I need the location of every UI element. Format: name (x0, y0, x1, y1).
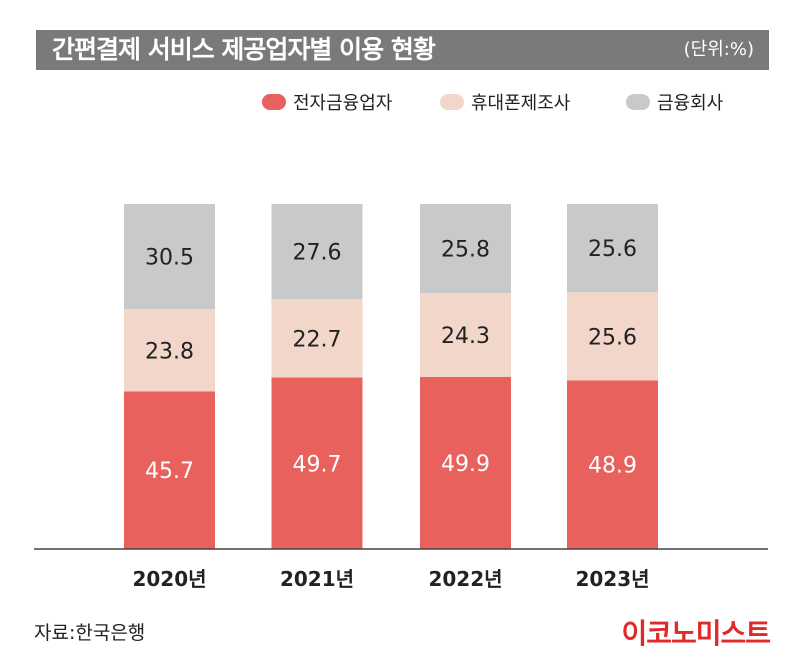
bar-segment (124, 309, 215, 392)
data-label: 25.6 (588, 325, 637, 350)
bar-segment (271, 377, 363, 549)
data-label: 25.8 (441, 238, 490, 263)
unit-label: (단위:%) (683, 39, 754, 60)
bar-segment (420, 204, 511, 294)
data-label: 22.7 (293, 327, 342, 352)
x-tick-label: 2022년 (428, 567, 502, 591)
data-label: 23.8 (145, 339, 194, 364)
title-bar (36, 30, 769, 70)
legend-label: 휴대폰제조사 (471, 93, 571, 114)
data-label: 27.6 (293, 241, 342, 266)
bar-segment (567, 380, 658, 549)
data-label: 30.5 (145, 246, 194, 271)
legend-swatch (440, 94, 464, 110)
bar-segment (420, 293, 511, 377)
data-label: 25.6 (588, 237, 637, 262)
legend-item-electronic-finance: 전자금융업자 (262, 90, 392, 114)
bar-segment (420, 376, 511, 549)
legend-label: 전자금융업자 (293, 93, 393, 114)
data-label: 48.9 (588, 454, 637, 479)
data-label: 45.7 (145, 459, 194, 484)
bar-segment (567, 292, 658, 381)
bar-segment (124, 391, 215, 549)
x-tick-label: 2020년 (132, 567, 206, 591)
data-label: 49.7 (293, 452, 342, 477)
legend-item-phone-maker: 휴대폰제조사 (440, 90, 570, 114)
legend-item-financial-company: 금융회사 (626, 90, 723, 114)
bar-segment (271, 204, 363, 300)
bar-segment (567, 204, 658, 293)
bar-segment (124, 204, 215, 310)
bar-segment (271, 299, 363, 378)
legend-label: 금융회사 (657, 93, 724, 114)
brand-logo: 이코노미스트 (621, 617, 771, 650)
x-tick-label: 2021년 (280, 567, 354, 591)
x-tick-label: 2023년 (575, 567, 649, 591)
legend-swatch (262, 94, 286, 110)
chart-title: 간편결제 서비스 제공업자별 이용 현황 (52, 35, 436, 64)
source-note: 자료:한국은행 (34, 622, 146, 644)
data-label: 24.3 (441, 324, 490, 349)
data-label: 49.9 (441, 452, 490, 477)
legend-swatch (626, 94, 650, 110)
